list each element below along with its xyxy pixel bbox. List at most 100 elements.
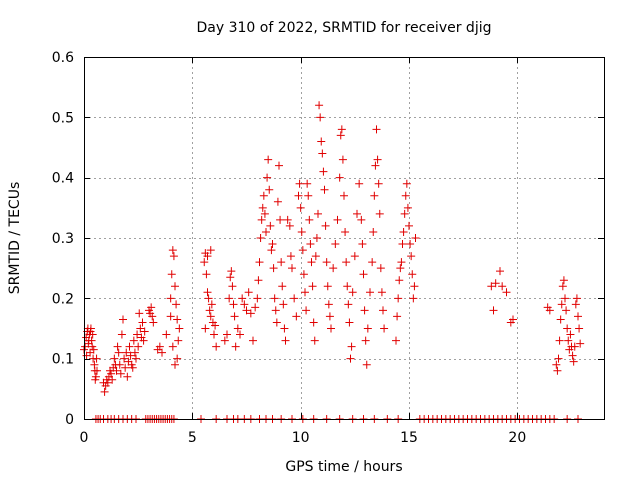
data-point: [315, 101, 324, 110]
y-axis-label: SRMTID / TECUs: [7, 182, 23, 295]
data-point: [327, 324, 335, 333]
data-point: [343, 282, 352, 291]
data-point: [259, 191, 268, 200]
data-point: [371, 161, 380, 170]
y-tick-label: 0.6: [52, 50, 74, 66]
data-point: [408, 270, 417, 279]
data-point: [175, 324, 184, 333]
data-point: [552, 360, 561, 369]
data-point: [333, 215, 342, 224]
y-tick-label: 0.4: [52, 171, 74, 187]
data-point: [203, 288, 212, 297]
data-point: [556, 315, 565, 324]
data-point: [353, 209, 361, 218]
data-point: [491, 279, 500, 288]
data-point: [223, 330, 231, 339]
data-point: [564, 336, 573, 345]
data-point: [318, 149, 327, 158]
data-point: [89, 345, 98, 354]
data-point: [135, 309, 144, 318]
data-point: [171, 360, 179, 369]
data-point: [322, 258, 331, 267]
data-point: [298, 246, 307, 255]
data-point: [173, 315, 182, 324]
data-point: [200, 258, 209, 267]
data-point: [410, 282, 419, 291]
data-point: [120, 354, 129, 363]
data-point: [255, 258, 264, 267]
data-point: [350, 252, 359, 261]
data-point: [576, 339, 585, 348]
data-point: [574, 312, 582, 321]
data-point: [231, 342, 240, 351]
data-point: [281, 336, 290, 345]
data-point: [325, 312, 334, 321]
data-point: [559, 276, 568, 285]
data-point: [338, 155, 347, 164]
data-point: [487, 282, 496, 291]
data-point: [130, 348, 139, 357]
data-point: [116, 369, 125, 378]
data-point: [400, 209, 409, 218]
data-point: [123, 372, 132, 381]
data-point: [264, 155, 273, 164]
data-point: [301, 288, 309, 297]
data-point: [254, 276, 263, 285]
data-point: [233, 324, 242, 333]
data-point: [380, 324, 389, 333]
data-point: [162, 330, 171, 339]
data-point: [307, 258, 316, 267]
data-point: [374, 179, 383, 188]
data-point: [279, 300, 288, 309]
data-point: [119, 315, 127, 324]
data-point: [341, 227, 350, 236]
data-point: [558, 282, 567, 291]
data-point: [138, 318, 147, 327]
data-point: [122, 348, 131, 357]
data-point: [262, 227, 270, 236]
data-point: [359, 270, 368, 279]
data-point: [411, 234, 420, 242]
data-point: [203, 252, 212, 261]
data-point: [370, 191, 379, 200]
data-point: [336, 131, 345, 140]
data-point: [269, 264, 278, 273]
data-point: [112, 366, 121, 375]
data-point: [167, 270, 176, 279]
data-point: [406, 240, 415, 249]
data-point: [230, 312, 239, 321]
data-point: [355, 179, 364, 188]
data-point: [166, 312, 175, 321]
data-point: [295, 179, 304, 188]
chart-title: Day 310 of 2022, SRMTID for receiver dji…: [197, 20, 492, 36]
data-point: [91, 372, 100, 381]
data-point: [110, 354, 119, 363]
data-point: [346, 354, 355, 363]
data-point: [246, 309, 255, 318]
data-point: [268, 240, 277, 249]
data-point: [324, 300, 333, 309]
data-point: [407, 252, 416, 261]
data-point: [403, 203, 412, 212]
data-point: [348, 288, 357, 297]
data-point: [242, 306, 251, 315]
data-point: [357, 215, 366, 224]
data-point: [117, 330, 126, 339]
data-point: [323, 282, 332, 291]
x-tick-label: 0: [80, 430, 89, 446]
x-tick-label: 15: [400, 430, 418, 446]
data-point: [136, 324, 145, 333]
data-point: [129, 336, 138, 345]
data-point: [401, 191, 410, 200]
data-point: [337, 125, 346, 134]
data-point: [375, 209, 384, 218]
data-point: [278, 282, 287, 291]
data-point: [158, 348, 166, 357]
data-point: [302, 306, 311, 315]
data-point: [172, 300, 181, 309]
data-point: [107, 369, 116, 378]
data-point: [275, 161, 283, 170]
data-point: [297, 227, 306, 236]
data-point: [368, 258, 377, 267]
data-point: [212, 342, 221, 351]
